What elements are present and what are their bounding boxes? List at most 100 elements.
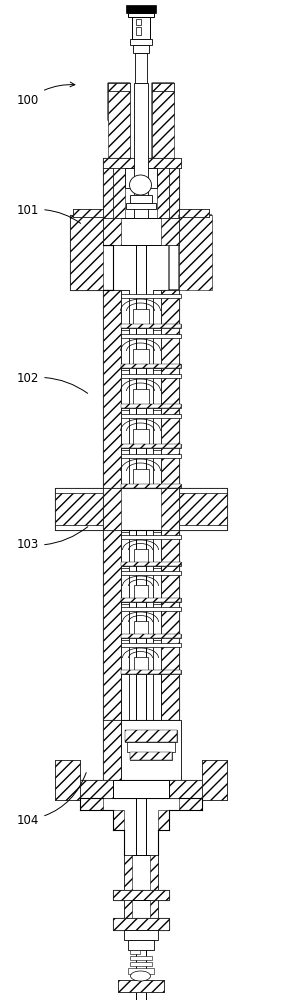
Bar bbox=[103, 158, 181, 168]
Bar bbox=[153, 330, 161, 368]
Bar bbox=[130, 39, 152, 45]
Bar bbox=[157, 168, 169, 218]
Bar bbox=[179, 488, 227, 530]
Text: 100: 100 bbox=[17, 82, 75, 106]
Bar bbox=[103, 158, 133, 218]
Bar bbox=[130, 950, 140, 954]
Polygon shape bbox=[70, 215, 113, 290]
Bar bbox=[121, 562, 181, 566]
Bar bbox=[130, 195, 152, 203]
Bar bbox=[121, 535, 181, 539]
Bar bbox=[121, 450, 129, 488]
Bar bbox=[128, 940, 154, 950]
Bar bbox=[55, 525, 103, 530]
Bar bbox=[130, 962, 152, 966]
Bar bbox=[132, 17, 150, 39]
Bar bbox=[161, 290, 179, 720]
Polygon shape bbox=[169, 215, 212, 290]
Bar bbox=[103, 720, 121, 780]
Bar bbox=[150, 855, 158, 890]
Bar bbox=[134, 585, 148, 602]
Bar bbox=[103, 290, 121, 720]
Bar bbox=[134, 83, 148, 218]
Bar bbox=[121, 484, 181, 488]
Bar bbox=[113, 890, 169, 900]
Bar bbox=[150, 900, 158, 918]
Bar bbox=[124, 900, 132, 918]
Bar bbox=[121, 330, 129, 368]
Bar bbox=[121, 562, 181, 566]
Bar bbox=[121, 643, 181, 647]
Bar bbox=[121, 290, 129, 720]
Bar bbox=[121, 634, 181, 638]
Polygon shape bbox=[108, 83, 130, 158]
Bar bbox=[121, 294, 181, 298]
Bar bbox=[121, 370, 129, 408]
Bar bbox=[121, 410, 129, 448]
Bar bbox=[130, 956, 152, 960]
Text: 101: 101 bbox=[17, 204, 81, 223]
Bar bbox=[158, 810, 169, 830]
Polygon shape bbox=[202, 760, 227, 800]
Bar bbox=[124, 930, 158, 940]
Bar bbox=[179, 525, 227, 530]
Bar bbox=[121, 324, 181, 328]
Bar bbox=[130, 752, 172, 760]
Bar bbox=[153, 290, 161, 720]
Bar bbox=[121, 364, 181, 368]
Bar bbox=[149, 158, 179, 218]
Bar bbox=[127, 742, 175, 752]
Bar bbox=[103, 488, 179, 530]
Bar bbox=[153, 532, 161, 566]
Text: 102: 102 bbox=[17, 371, 88, 393]
Bar bbox=[125, 168, 157, 188]
Bar bbox=[103, 158, 133, 218]
Bar bbox=[55, 488, 103, 493]
Bar bbox=[113, 918, 169, 930]
Bar bbox=[108, 83, 130, 158]
Bar bbox=[121, 571, 181, 575]
Bar bbox=[55, 760, 80, 800]
Bar bbox=[80, 798, 103, 810]
Bar bbox=[153, 640, 161, 674]
Bar bbox=[121, 568, 129, 602]
Bar bbox=[161, 720, 179, 780]
Bar bbox=[121, 598, 181, 602]
Bar bbox=[152, 83, 174, 91]
Ellipse shape bbox=[130, 971, 151, 981]
Bar bbox=[80, 780, 202, 798]
Bar bbox=[202, 760, 227, 800]
Bar bbox=[121, 670, 181, 674]
Bar bbox=[113, 168, 125, 218]
Bar bbox=[153, 290, 161, 328]
Bar bbox=[121, 532, 129, 566]
Bar bbox=[130, 752, 172, 760]
Bar bbox=[103, 488, 121, 530]
Bar bbox=[121, 484, 181, 488]
Bar bbox=[153, 410, 161, 448]
Bar bbox=[161, 488, 179, 530]
Bar bbox=[124, 855, 158, 890]
Bar bbox=[152, 83, 174, 91]
Bar bbox=[125, 730, 177, 742]
Bar bbox=[126, 203, 156, 209]
Bar bbox=[108, 83, 130, 91]
Bar bbox=[121, 444, 181, 448]
Bar bbox=[133, 309, 149, 328]
Bar bbox=[179, 215, 212, 290]
Bar bbox=[133, 429, 149, 448]
Bar bbox=[121, 414, 181, 418]
Bar bbox=[121, 598, 181, 602]
Text: 104: 104 bbox=[17, 773, 86, 826]
Text: 103: 103 bbox=[17, 527, 88, 552]
Bar bbox=[121, 324, 181, 328]
Bar bbox=[135, 53, 147, 83]
Ellipse shape bbox=[130, 175, 151, 195]
Bar bbox=[153, 568, 161, 602]
Bar bbox=[121, 334, 181, 338]
Bar bbox=[125, 730, 177, 742]
Bar bbox=[134, 657, 148, 674]
Bar bbox=[136, 53, 146, 1000]
Bar bbox=[121, 404, 181, 408]
Bar bbox=[144, 158, 181, 168]
